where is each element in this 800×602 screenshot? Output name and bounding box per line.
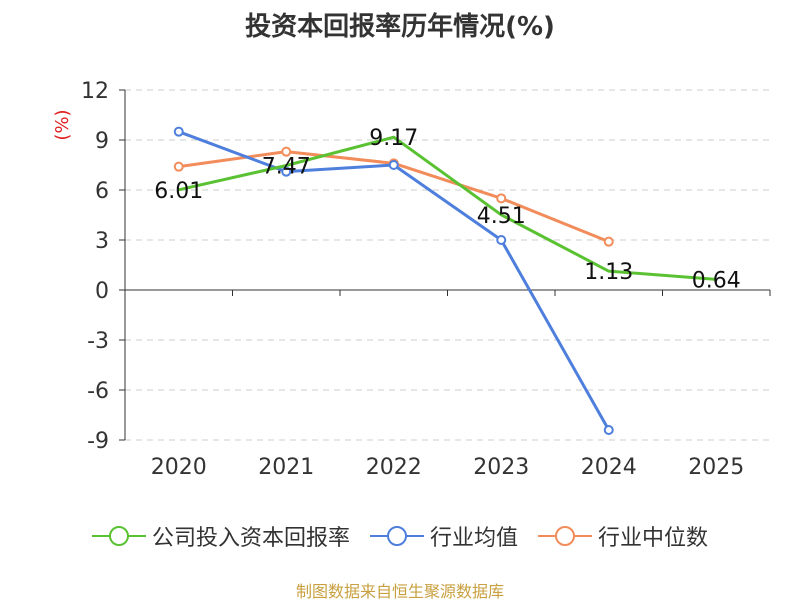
series-point (281, 166, 292, 177)
x-tick-label: 2020 (151, 455, 207, 480)
legend-marker (555, 526, 575, 546)
series-line (178, 135, 717, 281)
legend-marker (386, 526, 407, 546)
series-point (388, 160, 399, 170)
legend-item[interactable]: 公司投入资本回报率 (91, 520, 350, 552)
data-label: 7.47 (262, 155, 311, 180)
y-tick-label: 3 (95, 229, 109, 254)
data-label: 1.13 (584, 260, 633, 285)
y-axis-label: (%) (52, 109, 73, 140)
data-label: 6.01 (154, 179, 203, 204)
x-tick-label: 2023 (473, 455, 529, 480)
source-note: 制图数据来自恒生聚源数据库 (295, 582, 504, 601)
series-point (173, 161, 184, 172)
data-label: 4.51 (477, 204, 526, 229)
legend-label: 公司投入资本回报率 (151, 526, 350, 551)
y-tick-label: -9 (87, 429, 109, 454)
data-label-layer: 6.01 7.47 9.17 4.51 1.13 0.64 (154, 126, 740, 293)
chart-title: 投资本回报率历年情况(%) (245, 12, 555, 42)
series-point (281, 146, 292, 157)
legend-line-marker-icon (538, 526, 592, 546)
y-tick-label: -3 (87, 329, 109, 354)
legend-label: 行业均值 (429, 526, 518, 551)
series-point (603, 425, 614, 435)
series-point (496, 193, 507, 204)
legend-item[interactable]: 行业均值 (369, 520, 518, 552)
legend-line-marker-icon (91, 526, 146, 546)
axis-layer: 12 9 6 3 0 -3 -6 -9 2020 2021 2022 2023 2024 2025 (%) (52, 79, 771, 480)
series-point (173, 126, 184, 137)
data-label: 0.64 (692, 268, 741, 293)
legend-label: 行业中位数 (598, 526, 709, 551)
y-tick-label: 9 (95, 129, 109, 154)
x-tick-label: 2025 (688, 455, 744, 480)
x-tick-label: 2024 (581, 455, 637, 480)
y-tick-label: 6 (95, 179, 109, 204)
series-point (496, 235, 507, 245)
legend: 公司投入资本回报率 行业均值 行业中位数 (0, 520, 800, 552)
y-tick-label: -6 (87, 379, 109, 404)
legend-item[interactable]: 行业中位数 (538, 520, 708, 552)
series-layer (173, 126, 717, 435)
data-label: 9.17 (369, 126, 418, 151)
y-tick-label: 0 (95, 279, 109, 304)
legend-line-marker-icon (369, 526, 424, 546)
series-point (603, 236, 614, 247)
x-tick-label: 2022 (366, 455, 422, 480)
grid-layer (125, 89, 770, 441)
legend-marker (108, 526, 129, 546)
x-tick-label: 2021 (258, 455, 314, 480)
y-tick-label: 12 (81, 79, 109, 104)
